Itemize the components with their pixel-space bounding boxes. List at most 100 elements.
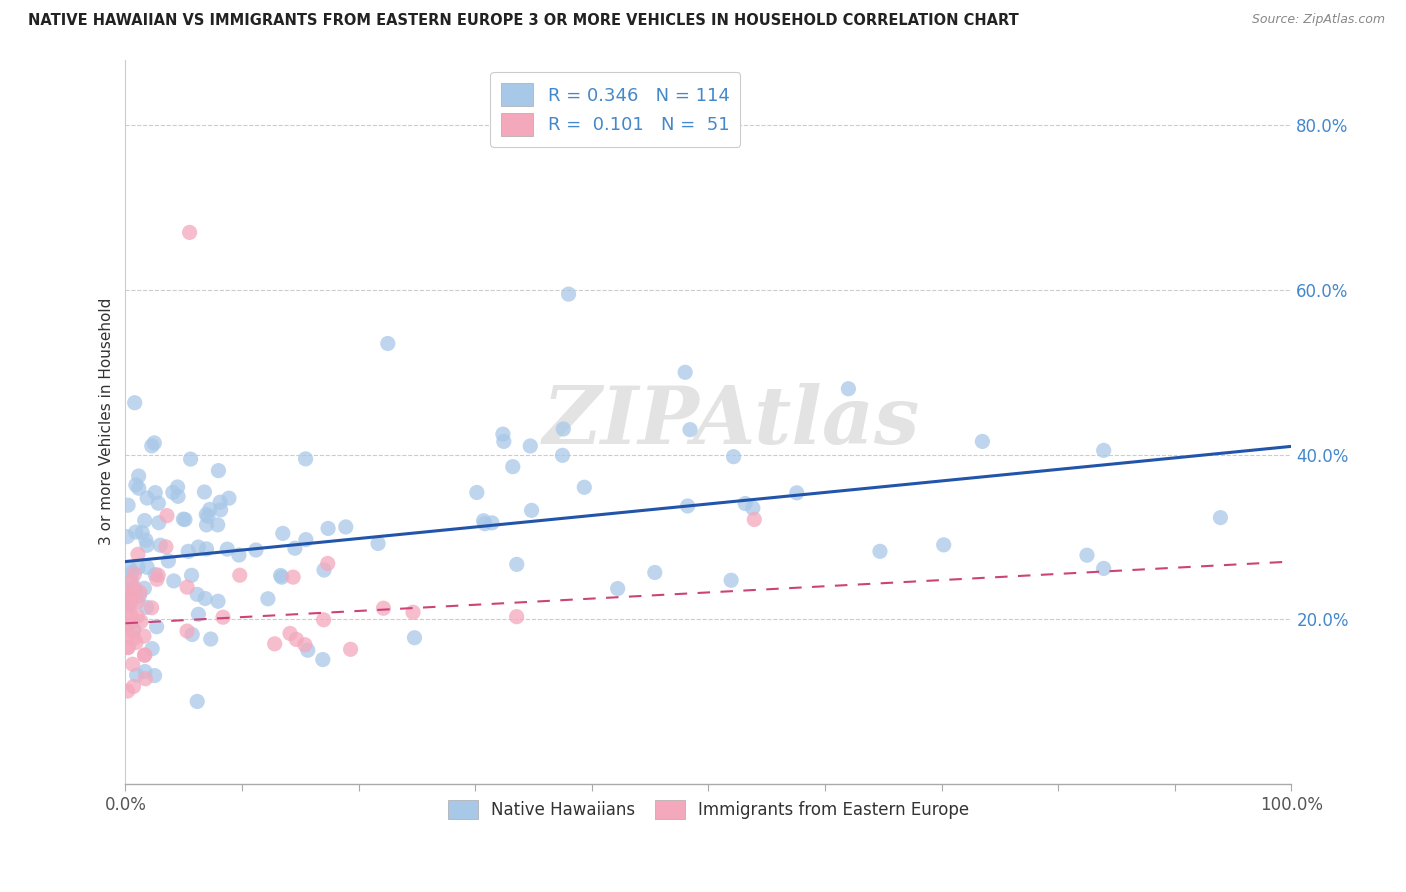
Point (128, 469, 150, 483)
Point (166, 480, 188, 494)
Point (186, 587, 208, 601)
Point (174, 512, 197, 526)
Legend: Native Hawaiians, Immigrants from Eastern Europe: Native Hawaiians, Immigrants from Easter… (441, 794, 976, 826)
Point (212, 610, 235, 624)
Point (465, 485, 488, 500)
Point (117, 498, 139, 512)
Point (141, 600, 163, 615)
Point (257, 591, 280, 606)
Point (129, 585, 152, 599)
Point (127, 594, 149, 608)
Point (117, 640, 139, 655)
Text: Source: ZipAtlas.com: Source: ZipAtlas.com (1251, 13, 1385, 27)
Point (505, 609, 527, 624)
Point (122, 680, 145, 694)
Point (200, 632, 222, 646)
Point (128, 588, 150, 602)
Point (229, 568, 252, 582)
Point (163, 574, 186, 588)
Point (176, 580, 198, 594)
Point (217, 542, 239, 557)
Point (124, 395, 146, 409)
Point (143, 436, 166, 450)
Point (115, 606, 138, 620)
Point (187, 607, 209, 622)
Point (270, 568, 292, 582)
Point (367, 536, 389, 550)
Point (207, 594, 229, 608)
Point (312, 652, 335, 666)
Point (177, 544, 200, 558)
Point (673, 365, 696, 379)
Point (122, 623, 145, 637)
Point (155, 540, 177, 554)
Point (404, 631, 426, 645)
Point (270, 570, 292, 584)
Point (118, 589, 141, 603)
Point (198, 502, 221, 516)
Text: ZIPAtlas: ZIPAtlas (543, 383, 921, 460)
Point (125, 590, 148, 604)
Point (481, 516, 503, 530)
Point (115, 622, 138, 636)
Point (117, 618, 139, 632)
Text: NATIVE HAWAIIAN VS IMMIGRANTS FROM EASTERN EUROPE 3 OR MORE VEHICLES IN HOUSEHOL: NATIVE HAWAIIAN VS IMMIGRANTS FROM EASTE… (28, 13, 1019, 29)
Point (115, 593, 138, 607)
Point (125, 668, 148, 682)
Point (180, 452, 202, 467)
Point (932, 538, 955, 552)
Point (502, 459, 524, 474)
Point (316, 557, 339, 571)
Point (135, 533, 157, 548)
Point (377, 336, 399, 351)
Point (115, 630, 138, 644)
Point (134, 648, 156, 663)
Point (181, 627, 204, 641)
Point (136, 538, 159, 552)
Point (492, 434, 515, 449)
Point (339, 642, 361, 657)
Point (316, 521, 339, 535)
Point (197, 509, 219, 524)
Point (1092, 561, 1115, 575)
Point (335, 520, 357, 534)
Point (179, 226, 201, 240)
Point (972, 434, 994, 449)
Point (506, 558, 529, 572)
Point (118, 562, 141, 576)
Point (742, 512, 765, 526)
Point (1092, 443, 1115, 458)
Point (149, 538, 172, 552)
Point (195, 541, 218, 556)
Point (122, 632, 145, 646)
Point (176, 624, 198, 638)
Point (127, 547, 149, 561)
Point (519, 439, 541, 453)
Point (676, 499, 699, 513)
Point (1076, 548, 1098, 562)
Point (294, 451, 316, 466)
Point (285, 632, 308, 647)
Point (297, 643, 319, 657)
Point (195, 517, 218, 532)
Point (148, 516, 170, 530)
Point (606, 582, 628, 596)
Point (134, 672, 156, 686)
Point (278, 626, 301, 640)
Point (644, 566, 666, 580)
Point (723, 450, 745, 464)
Point (474, 516, 496, 531)
Point (124, 582, 146, 596)
Point (146, 572, 169, 586)
Point (135, 600, 157, 615)
Point (193, 485, 215, 500)
Point (125, 635, 148, 649)
Point (551, 448, 574, 462)
Point (156, 508, 179, 523)
Point (115, 581, 138, 595)
Point (121, 657, 143, 672)
Point (117, 640, 139, 655)
Point (115, 587, 138, 601)
Point (186, 694, 208, 708)
Point (120, 597, 142, 611)
